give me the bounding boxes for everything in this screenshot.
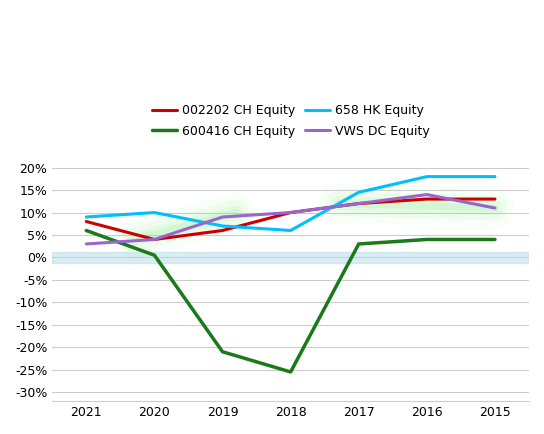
Bar — [52, 252, 529, 263]
Legend: 002202 CH Equity, 600416 CH Equity, 658 HK Equity, VWS DC Equity: 002202 CH Equity, 600416 CH Equity, 658 … — [147, 99, 435, 142]
